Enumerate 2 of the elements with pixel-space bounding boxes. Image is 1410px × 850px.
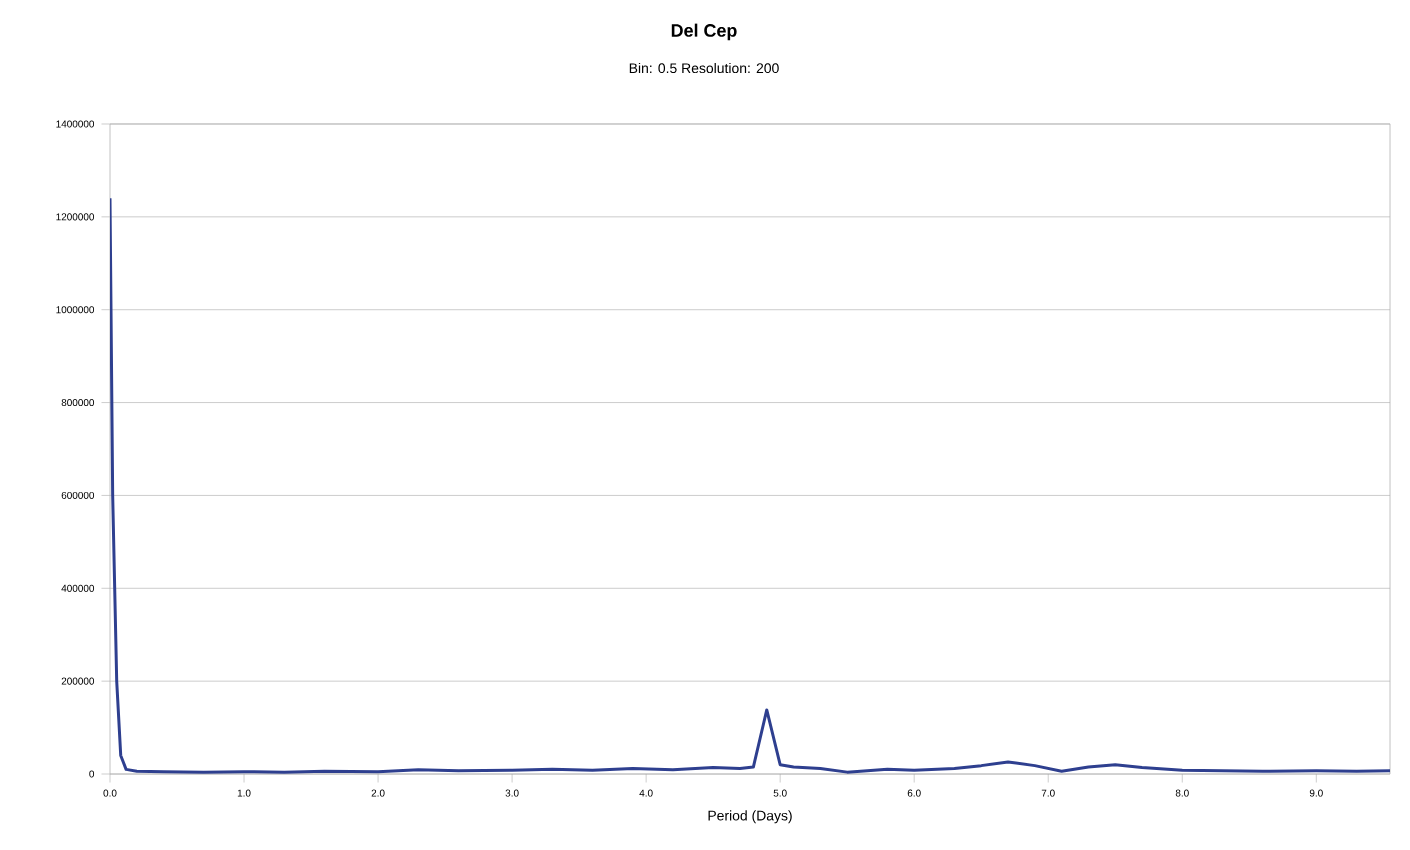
line-series bbox=[110, 196, 1391, 774]
chart-title: Del Cep bbox=[671, 23, 737, 41]
